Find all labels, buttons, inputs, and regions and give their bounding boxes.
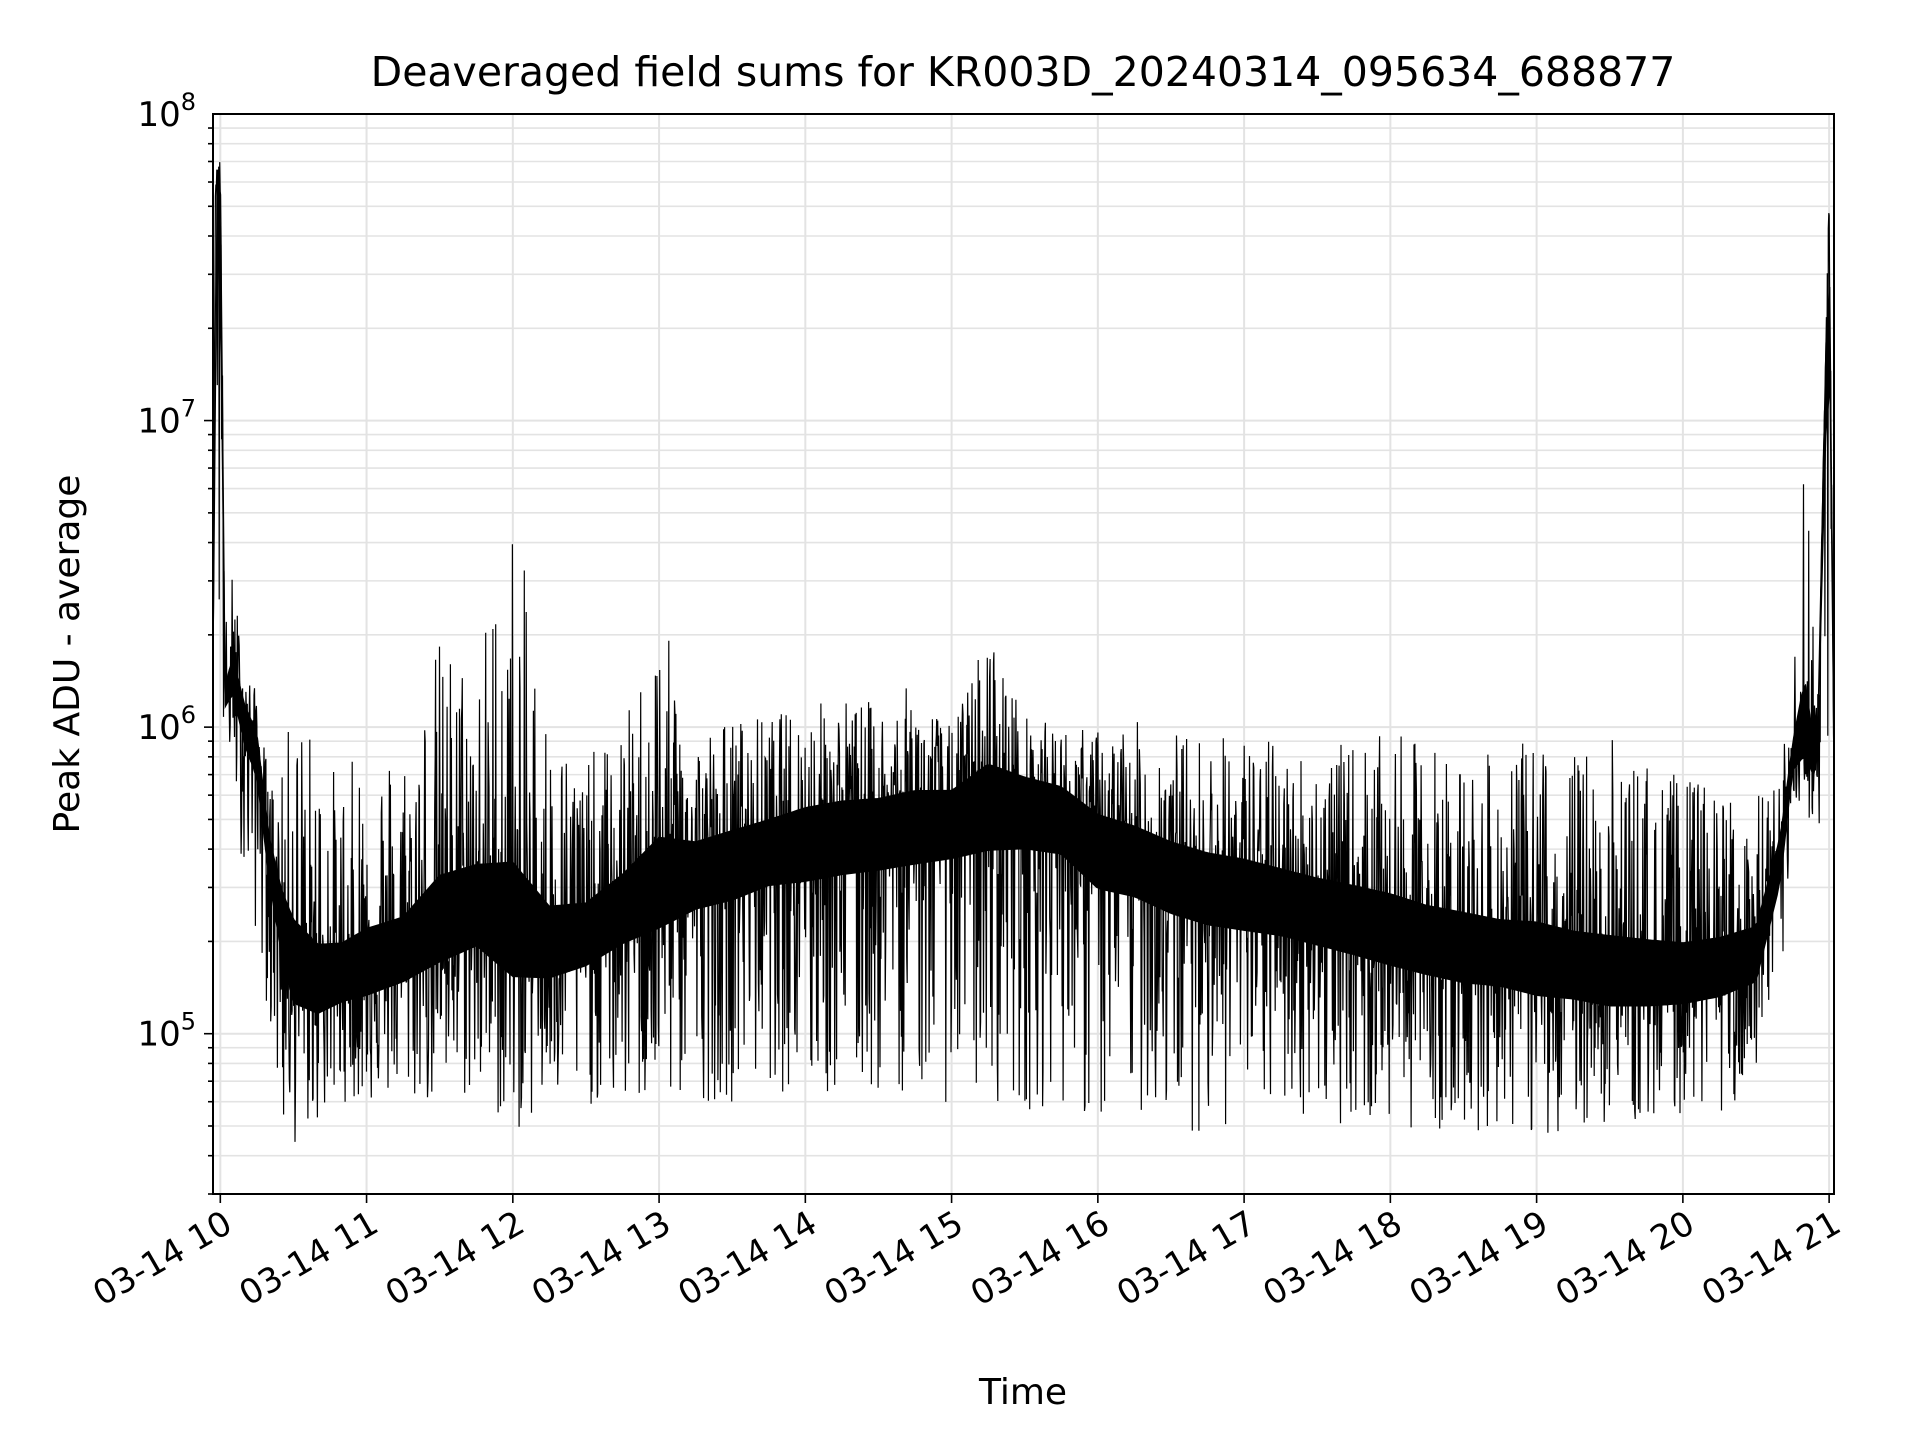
signal-line [212, 162, 1835, 1142]
y-axis: 105 106 107 108 [137, 88, 213, 1195]
x-axis-label: Time [978, 1372, 1067, 1413]
y-tick-label: 105 [137, 1008, 196, 1055]
y-tick-label: 108 [137, 88, 196, 135]
y-tick-label: 107 [137, 395, 196, 442]
plot-frame [212, 113, 1835, 1195]
chart-title: Deaveraged field sums for KR003D_2024031… [371, 48, 1676, 96]
y-axis-label: Peak ADU - average [47, 475, 88, 834]
y-tick-label: 106 [137, 701, 196, 748]
